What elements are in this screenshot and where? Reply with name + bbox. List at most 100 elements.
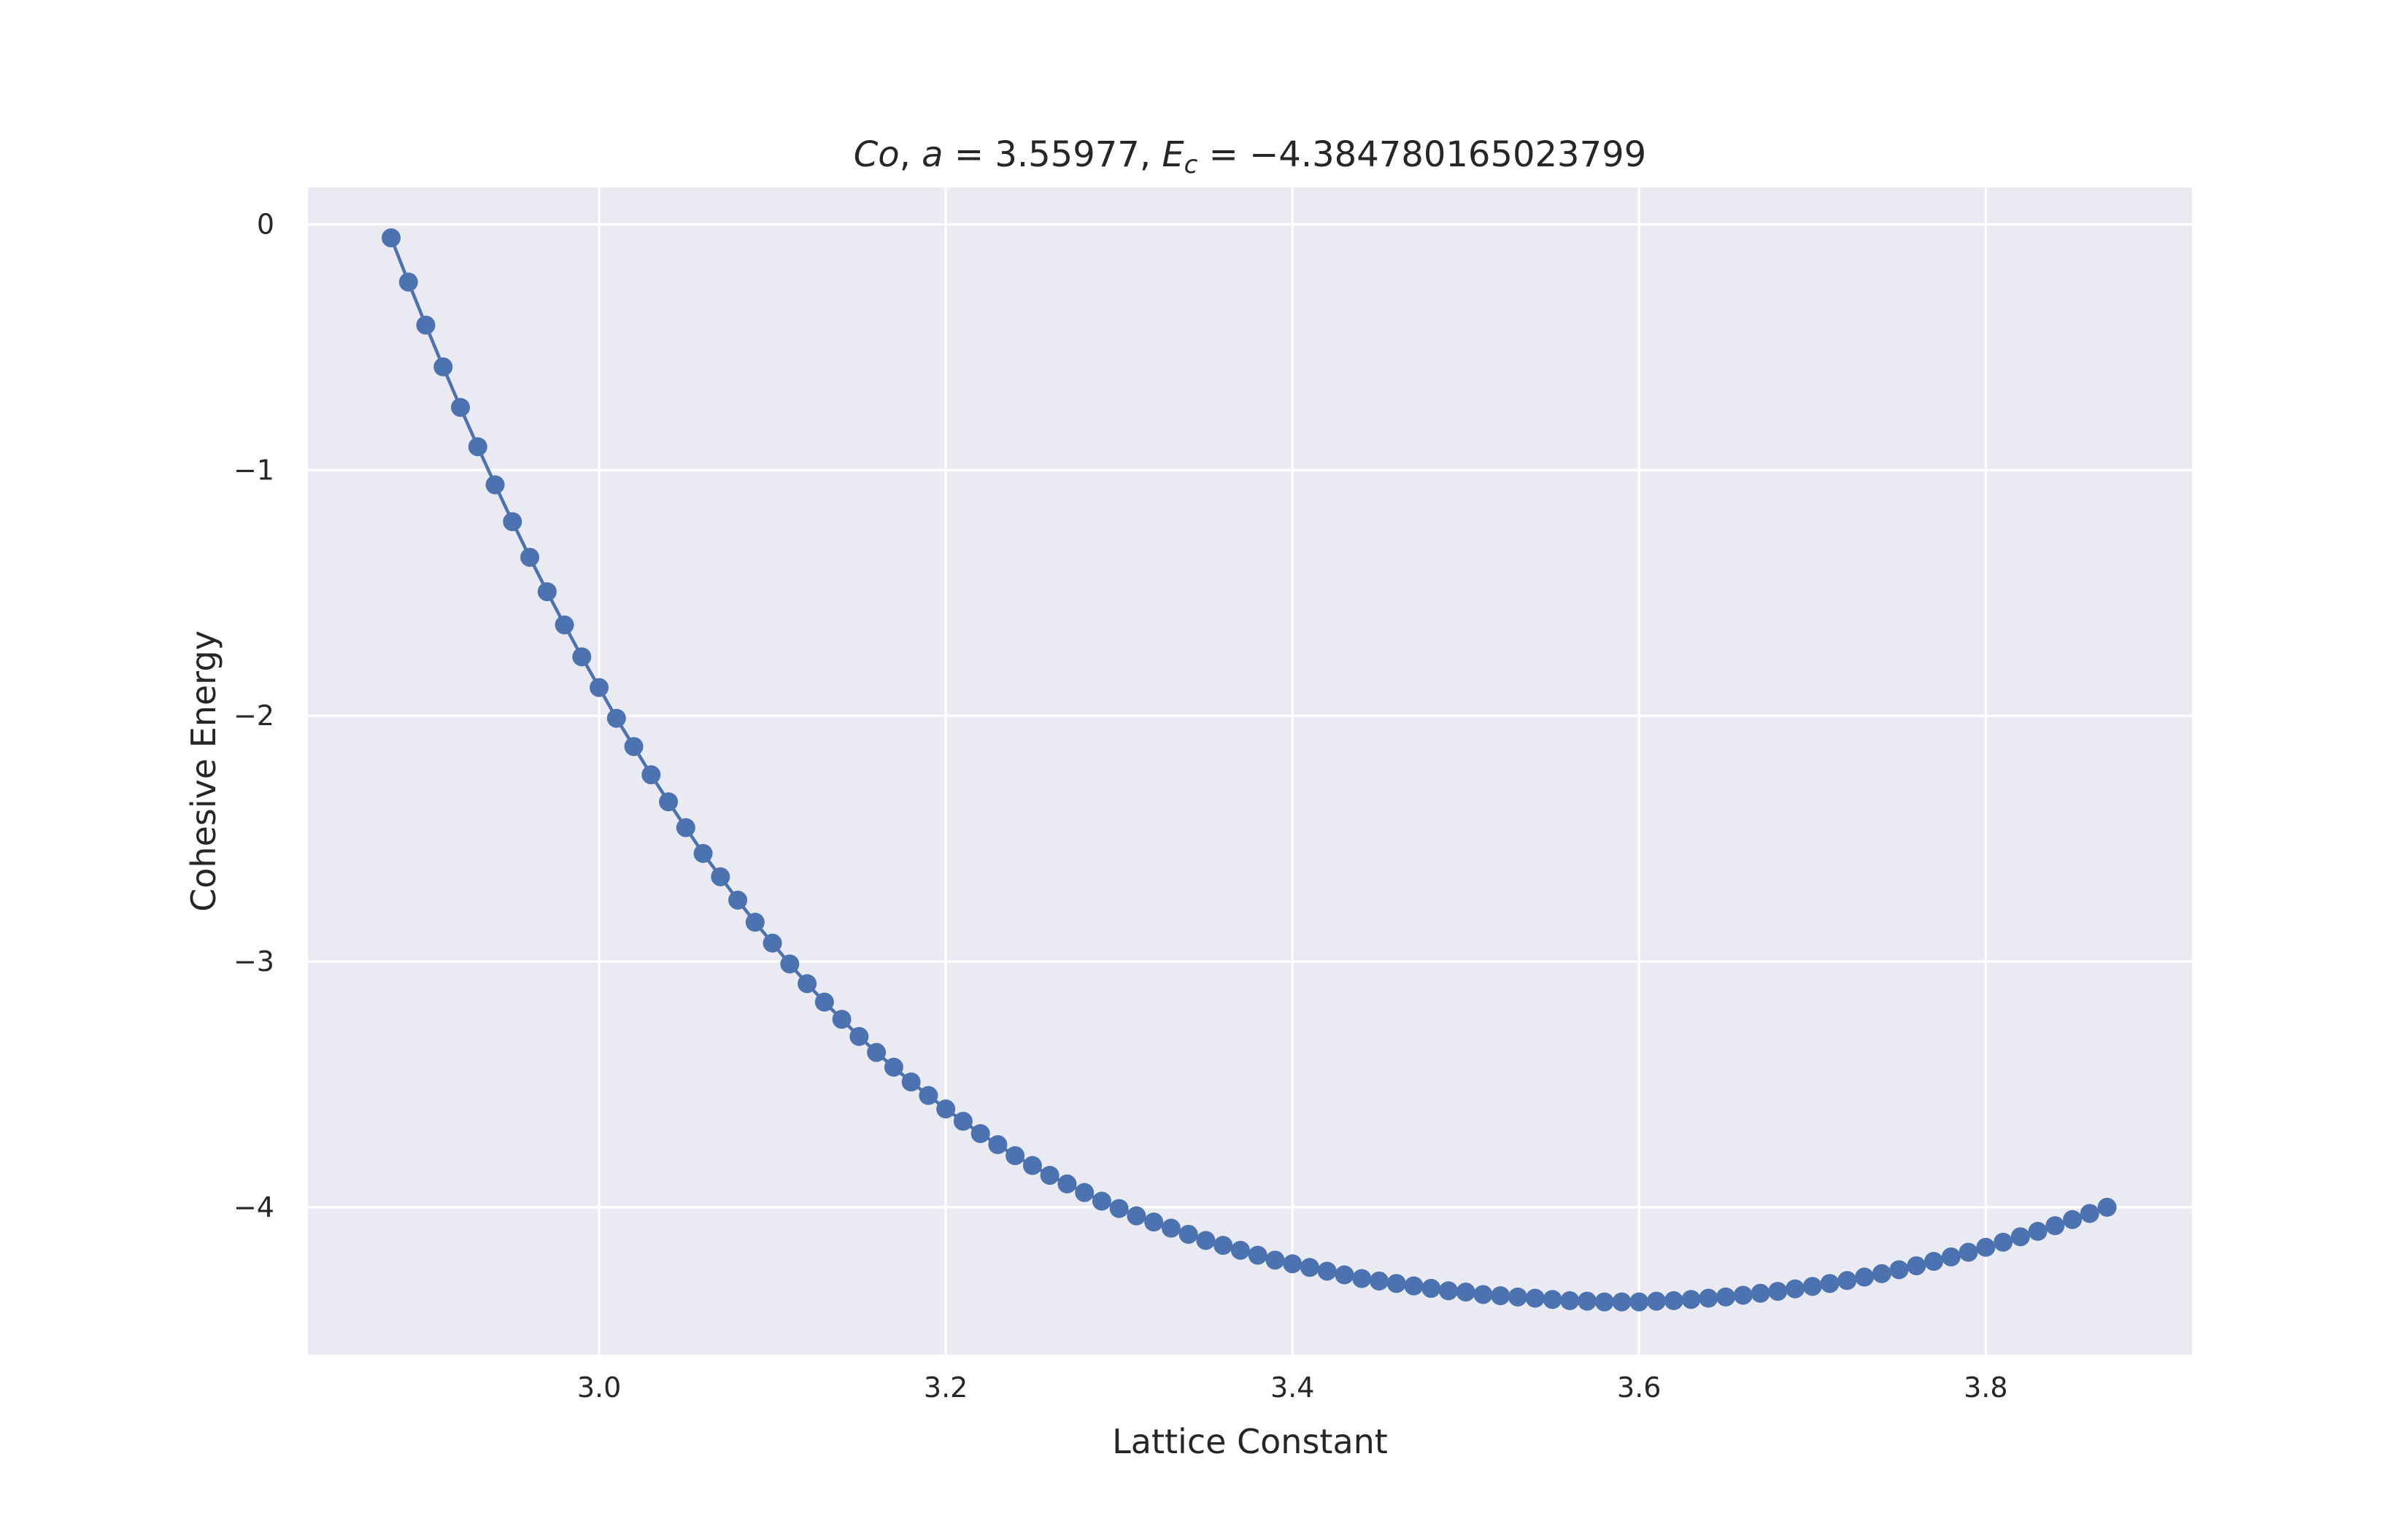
data-point xyxy=(572,647,592,667)
y-tick-label: −4 xyxy=(234,1191,274,1223)
data-point xyxy=(1976,1237,1996,1257)
data-point xyxy=(1664,1291,1683,1310)
x-tick-label: 3.4 xyxy=(1270,1372,1314,1404)
data-point xyxy=(1699,1288,1718,1308)
data-point xyxy=(1802,1277,1822,1296)
data-point xyxy=(1473,1285,1493,1304)
data-point xyxy=(1837,1271,1857,1291)
data-point xyxy=(624,737,644,757)
data-point xyxy=(1109,1199,1129,1218)
data-point xyxy=(1543,1290,1562,1309)
title-a-value: = 3.55977, xyxy=(943,134,1162,175)
data-point xyxy=(814,992,834,1012)
data-point xyxy=(2063,1210,2083,1229)
data-point xyxy=(1647,1291,1667,1311)
data-point xyxy=(763,933,782,953)
data-point xyxy=(1283,1254,1303,1274)
x-axis-label: Lattice Constant xyxy=(1112,1422,1388,1461)
data-point xyxy=(382,228,401,248)
data-point xyxy=(398,272,418,292)
data-point xyxy=(1560,1291,1580,1310)
title-e-value: = −4.384780165023799 xyxy=(1197,134,1646,175)
title-a-symbol: a xyxy=(922,134,943,175)
data-point xyxy=(1335,1265,1354,1285)
data-point xyxy=(1230,1240,1250,1260)
data-point xyxy=(1855,1267,1875,1287)
data-point xyxy=(745,913,765,932)
data-point xyxy=(728,890,748,910)
data-point xyxy=(485,475,505,495)
data-point xyxy=(1594,1292,1614,1312)
data-point xyxy=(555,615,574,635)
data-point xyxy=(1629,1292,1649,1312)
data-point xyxy=(832,1010,852,1029)
data-point xyxy=(2097,1197,2117,1217)
y-tick-labels: 0 −1 −2 −3 −4 xyxy=(234,209,274,1223)
data-point xyxy=(1092,1191,1111,1211)
data-point xyxy=(520,547,540,567)
data-point xyxy=(953,1112,973,1131)
y-tick-label: −2 xyxy=(234,700,274,732)
plot-area xyxy=(308,187,2192,1355)
data-point xyxy=(1959,1242,1978,1262)
y-tick-label: −1 xyxy=(234,454,274,486)
data-point xyxy=(1491,1286,1510,1306)
data-point xyxy=(901,1072,921,1092)
data-point xyxy=(2010,1227,2030,1247)
data-point xyxy=(2080,1204,2099,1223)
data-point xyxy=(1872,1264,1891,1283)
data-point xyxy=(1300,1258,1319,1277)
grid-lines xyxy=(308,187,2192,1355)
data-point xyxy=(1508,1287,1527,1307)
chart-title: Co, a = 3.55977, Ec = −4.384780165023799 xyxy=(854,134,1646,179)
data-point xyxy=(1161,1218,1181,1238)
data-point xyxy=(1751,1283,1770,1303)
y-tick-label: 0 xyxy=(257,209,274,241)
data-point xyxy=(1040,1166,1060,1185)
data-point xyxy=(606,708,626,728)
data-point xyxy=(919,1086,938,1105)
data-point xyxy=(468,437,487,457)
y-tick-label: −3 xyxy=(234,945,274,978)
data-point xyxy=(641,765,661,785)
data-point xyxy=(1057,1174,1077,1194)
x-tick-label: 3.2 xyxy=(924,1372,968,1404)
data-point xyxy=(1248,1245,1267,1265)
data-point xyxy=(867,1042,887,1062)
data-point xyxy=(1144,1212,1164,1232)
data-series xyxy=(382,228,2117,1312)
data-point xyxy=(1213,1236,1233,1256)
data-point xyxy=(1786,1279,1805,1299)
x-tick-label: 3.8 xyxy=(1964,1372,2007,1404)
data-point xyxy=(1525,1288,1545,1308)
data-point xyxy=(1404,1276,1424,1296)
data-point xyxy=(1006,1146,1025,1166)
x-tick-labels: 3.0 3.2 3.4 3.6 3.8 xyxy=(577,1372,2008,1404)
data-point xyxy=(1924,1252,1944,1271)
title-element: Co xyxy=(854,134,900,175)
data-point xyxy=(451,398,471,417)
data-point xyxy=(537,582,557,602)
data-point xyxy=(1716,1287,1736,1307)
data-point xyxy=(936,1099,956,1119)
data-point xyxy=(1578,1291,1597,1311)
x-tick-label: 3.6 xyxy=(1617,1372,1661,1404)
data-point xyxy=(1612,1292,1632,1312)
data-point xyxy=(970,1123,990,1143)
data-point xyxy=(676,818,695,837)
data-point xyxy=(1196,1231,1216,1250)
data-point xyxy=(780,954,800,974)
title-e-symbol: E xyxy=(1162,134,1184,175)
data-point xyxy=(590,678,609,697)
x-tick-label: 3.0 xyxy=(577,1372,621,1404)
title-separator: , xyxy=(900,134,922,175)
data-point xyxy=(2028,1221,2048,1241)
data-point xyxy=(1733,1285,1753,1305)
data-point xyxy=(1889,1260,1909,1280)
data-point xyxy=(1438,1281,1458,1301)
data-point xyxy=(711,867,730,886)
data-point xyxy=(988,1135,1008,1154)
data-point xyxy=(1369,1271,1389,1291)
data-point xyxy=(1178,1224,1198,1244)
